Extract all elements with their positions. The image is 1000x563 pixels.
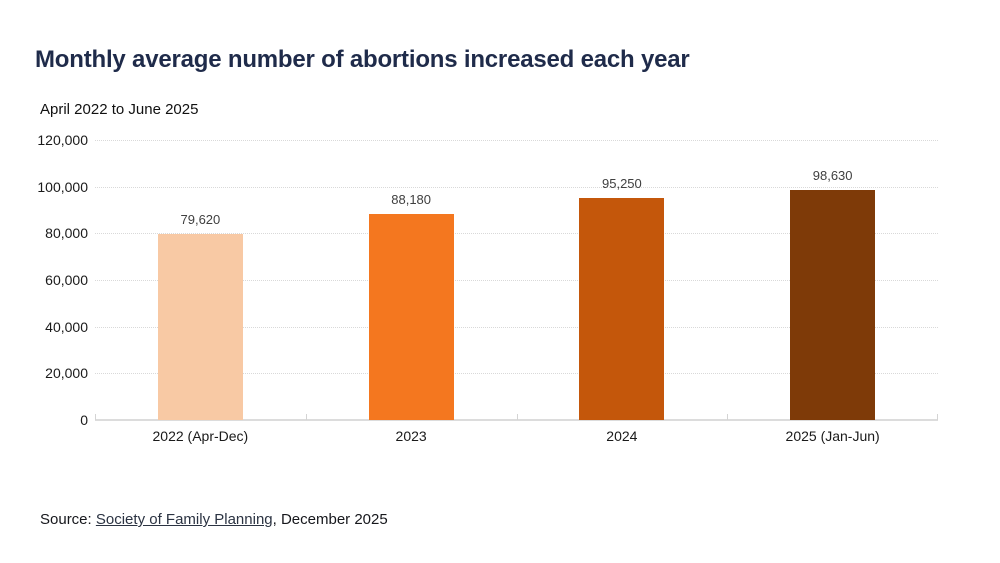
bar-value-label: 88,180: [391, 192, 432, 207]
x-tick-label: 2022 (Apr-Dec): [152, 428, 249, 444]
bar-2025-jan-jun: [790, 190, 876, 420]
gridline: [95, 186, 938, 188]
bar-chart-plot-area: 79,620 2022 (Apr-Dec) 88,180 2023 95,250 2024…: [95, 140, 938, 444]
x-tick-label: 2023: [395, 428, 427, 444]
chart-subtitle: April 2022 to June 2025: [40, 101, 199, 118]
gridline: [95, 373, 938, 375]
x-axis-tick: [727, 414, 729, 420]
source-line: Source: Society of Family Planning, Dece…: [40, 511, 388, 528]
y-tick-label: 20,000: [45, 365, 88, 382]
gridline: [95, 233, 938, 235]
y-tick-label: 80,000: [45, 225, 88, 242]
x-tick-label: 2024: [606, 428, 638, 444]
chart-title: Monthly average number of abortions incr…: [35, 46, 690, 74]
x-axis-tick: [937, 414, 938, 420]
x-tick-label: 2025 (Jan-Jun): [785, 428, 880, 444]
gridline: [95, 140, 938, 141]
bar-value-label: 79,620: [180, 212, 221, 227]
bar-2024: [579, 198, 665, 420]
y-tick-label: 0: [80, 412, 88, 428]
bar-value-label: 95,250: [601, 176, 642, 191]
y-axis-labels: 0 20,000 40,000 60,000 80,000 100,000 120,000: [0, 132, 88, 428]
source-prefix: Source:: [40, 511, 96, 528]
y-tick-label: 100,000: [37, 178, 88, 195]
x-axis-baseline: [95, 419, 938, 421]
x-axis-tick: [95, 414, 96, 420]
bar-value-label: 98,630: [812, 168, 853, 183]
gridline: [95, 280, 938, 281]
bar-2022-apr-dec: [157, 234, 243, 420]
x-axis-tick: [305, 414, 307, 420]
y-tick-label: 40,000: [45, 318, 88, 335]
source-link[interactable]: Society of Family Planning: [95, 511, 273, 528]
bar-2023: [368, 214, 454, 420]
gridline: [95, 326, 938, 328]
y-tick-label: 120,000: [37, 132, 88, 148]
y-tick-label: 60,000: [45, 272, 88, 288]
x-axis-tick: [516, 414, 518, 420]
source-suffix: , December 2025: [272, 511, 388, 528]
